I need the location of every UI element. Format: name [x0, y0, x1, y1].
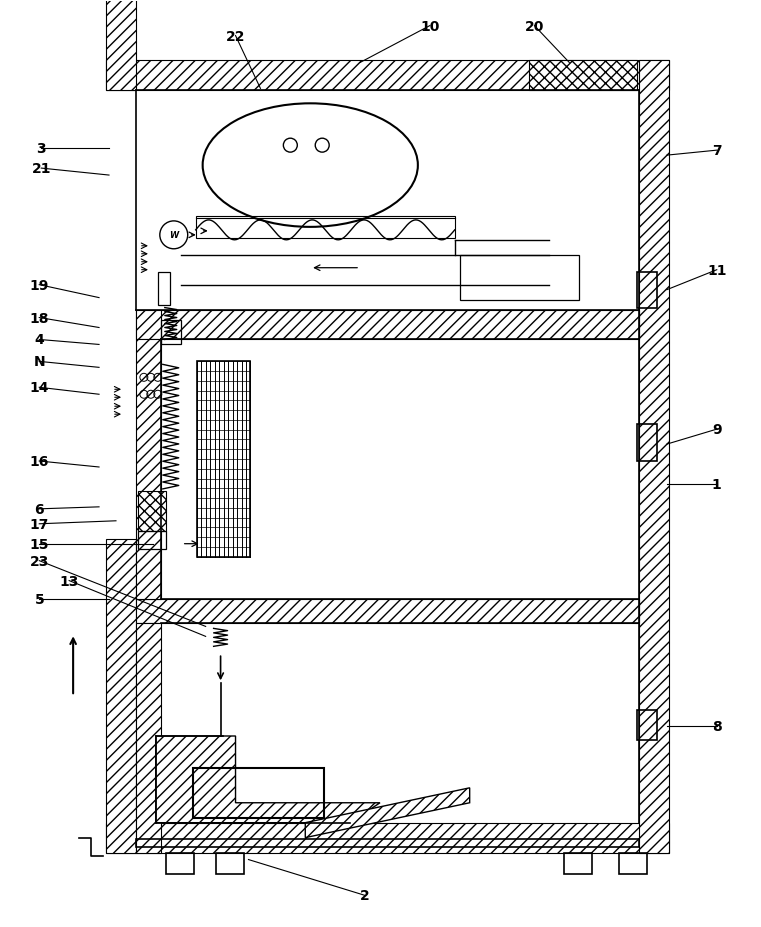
Polygon shape — [138, 491, 166, 531]
Polygon shape — [530, 61, 637, 91]
Text: W: W — [169, 231, 178, 240]
Polygon shape — [136, 624, 161, 853]
Text: 15: 15 — [30, 537, 49, 552]
Polygon shape — [136, 599, 639, 624]
Text: 23: 23 — [30, 554, 49, 568]
Polygon shape — [156, 736, 380, 823]
Text: 4: 4 — [34, 333, 44, 347]
Polygon shape — [639, 61, 669, 853]
Text: 7: 7 — [712, 144, 721, 158]
Text: 18: 18 — [30, 311, 49, 325]
Polygon shape — [106, 61, 669, 91]
Polygon shape — [106, 823, 669, 853]
Text: 5: 5 — [34, 591, 44, 606]
Text: 17: 17 — [30, 517, 49, 531]
Text: 16: 16 — [30, 454, 49, 468]
Text: 22: 22 — [226, 30, 245, 44]
Text: 21: 21 — [31, 162, 51, 176]
Polygon shape — [106, 540, 136, 853]
Polygon shape — [136, 311, 161, 340]
Polygon shape — [136, 340, 161, 599]
Text: 10: 10 — [420, 19, 440, 33]
Text: 13: 13 — [59, 574, 79, 588]
Text: 1: 1 — [712, 477, 721, 491]
Text: 14: 14 — [30, 381, 49, 395]
Text: 9: 9 — [712, 423, 721, 437]
Text: 2: 2 — [360, 888, 370, 903]
Polygon shape — [305, 788, 470, 838]
Text: 20: 20 — [525, 19, 544, 33]
Polygon shape — [136, 311, 639, 340]
Text: 8: 8 — [712, 719, 721, 733]
Polygon shape — [106, 0, 136, 91]
Text: 6: 6 — [34, 502, 44, 516]
Text: 19: 19 — [30, 278, 49, 292]
Text: 11: 11 — [707, 263, 727, 277]
Text: N: N — [33, 355, 45, 369]
Text: 3: 3 — [37, 142, 46, 156]
